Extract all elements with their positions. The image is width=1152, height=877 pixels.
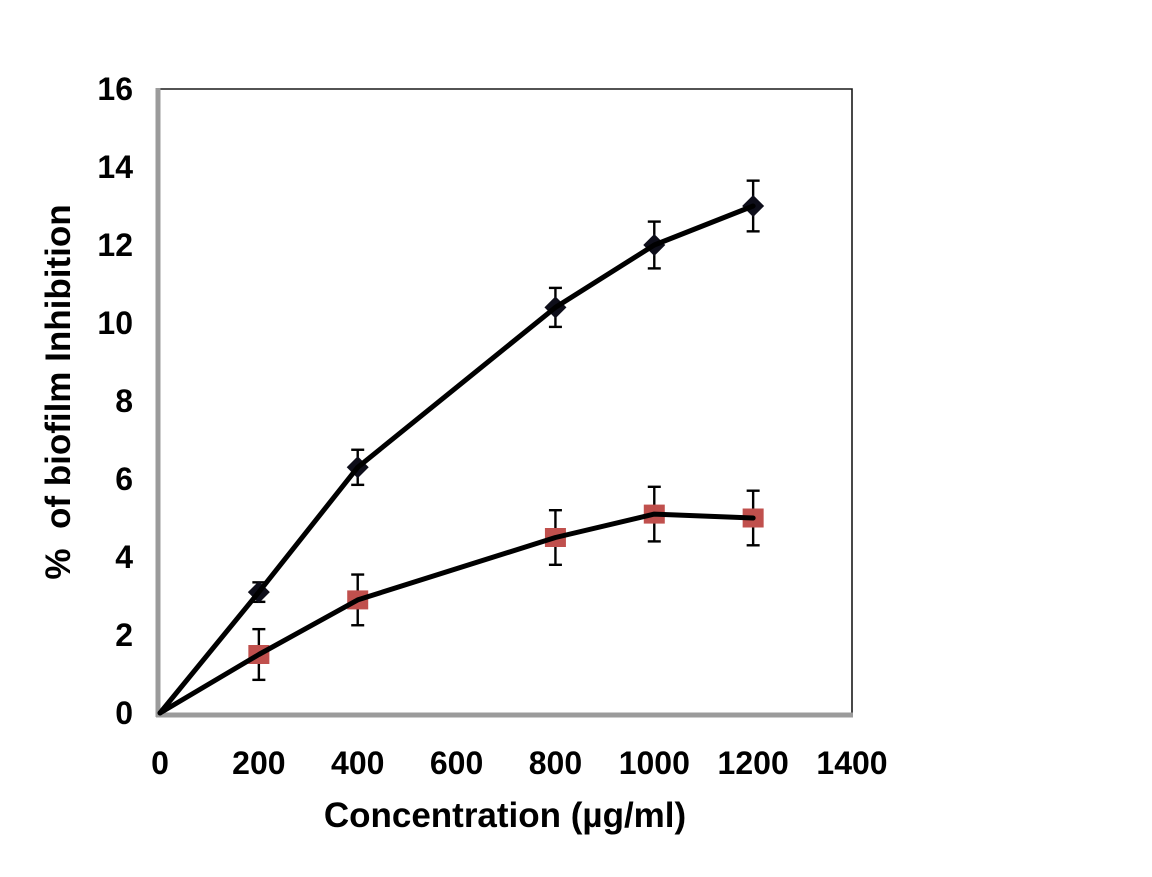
y-tick-label-14: 14 <box>97 149 133 185</box>
diamond-series-line <box>157 203 756 716</box>
plot-border <box>160 88 853 713</box>
y-tick-label-0: 0 <box>115 695 133 731</box>
y-tick-label-2: 2 <box>115 617 133 653</box>
plot-area <box>160 89 852 713</box>
x-axis-title: Concentration (µg/ml) <box>324 796 686 835</box>
y-axis-title: % of biofilm Inhibition <box>39 204 78 579</box>
x-tick-label-1200: 1200 <box>718 745 789 781</box>
y-tick-label-10: 10 <box>97 305 133 341</box>
chart-plot-group: 0 2 4 6 8 10 12 14 16 0 200 400 600 800 1000 1200 1400 <box>97 71 887 781</box>
x-tick-label-1400: 1400 <box>816 745 887 781</box>
y-tick-label-12: 12 <box>97 227 133 263</box>
x-tick-label-400: 400 <box>331 745 384 781</box>
diamond-series-group <box>157 179 765 716</box>
y-tick-label-4: 4 <box>115 539 133 575</box>
x-tick-label-800: 800 <box>529 745 582 781</box>
y-tick-label-8: 8 <box>115 383 133 419</box>
x-tick-label-200: 200 <box>232 745 285 781</box>
y-tick-label-6: 6 <box>115 461 133 497</box>
square-series-line <box>157 511 756 716</box>
x-tick-label-1000: 1000 <box>619 745 690 781</box>
y-tick-label-16: 16 <box>97 71 133 107</box>
square-series-group <box>157 485 764 716</box>
x-tick-label-0: 0 <box>151 745 169 781</box>
x-tick-label-600: 600 <box>430 745 483 781</box>
